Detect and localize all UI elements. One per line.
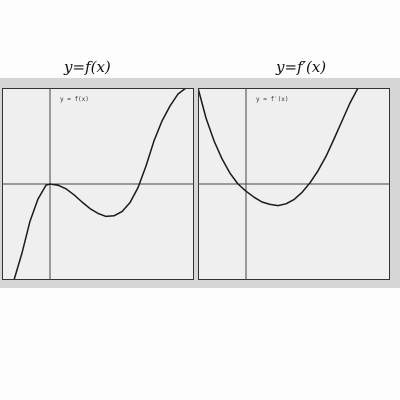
plot-f-curve-0 (13, 89, 186, 279)
plot-f-prime-inset-label: y = f′(x) (256, 96, 289, 103)
plot-f: y = f(x) (2, 88, 194, 280)
plot-f-prime-curve-0 (199, 89, 359, 207)
plot-f-inset-label: y = f(x) (60, 96, 89, 103)
plot-f-prime: y = f′(x) (198, 88, 390, 280)
caption-f-prime: y=f′(x) (276, 58, 327, 76)
caption-f: y=f(x) (64, 58, 111, 76)
